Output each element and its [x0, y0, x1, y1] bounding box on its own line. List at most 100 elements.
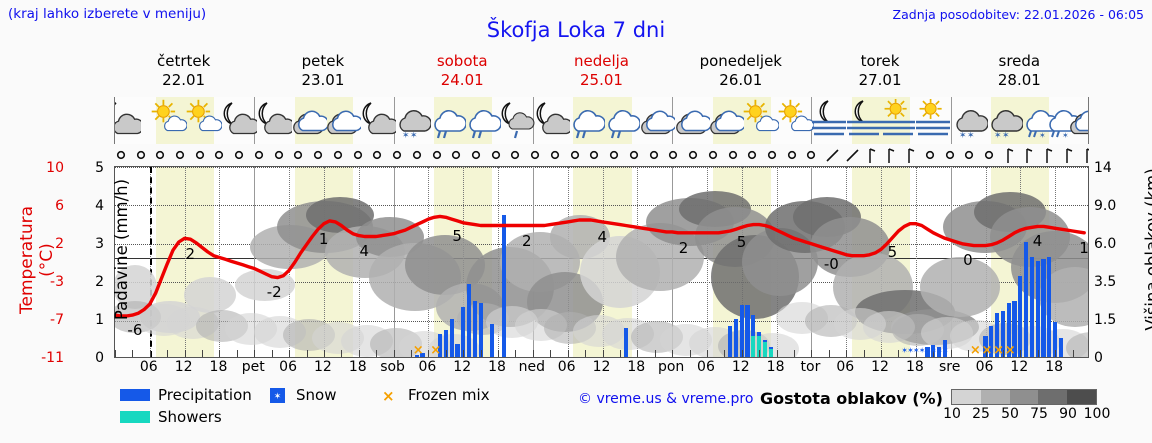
frozen-mix-marker-icon: × — [981, 343, 993, 358]
precipitation-bar — [1035, 261, 1040, 357]
wind-barb-icon — [688, 147, 698, 166]
weather-icon-strip: ✶✶✶✶✶✶✶✶✶✶✶ — [114, 97, 1089, 144]
time-tick-label: pet — [241, 359, 265, 375]
cloud-height-tick-label: 6.0 — [1094, 236, 1117, 252]
precipitation-bar — [449, 318, 454, 357]
chart-legend: Precipitation ✶ Snow × Frozen mix Showers — [120, 386, 570, 438]
time-tick-label: 12 — [174, 359, 193, 375]
wind-barb-icon — [155, 147, 165, 166]
weather-icon-sun-cloud — [182, 99, 223, 142]
precipitation-bar — [490, 324, 495, 357]
axis-tick — [950, 350, 952, 357]
temperature-tick-label: -7 — [50, 312, 64, 328]
time-tick-label: 18 — [209, 359, 228, 375]
day-date: 23.01 — [301, 71, 345, 89]
location-menu-hint[interactable]: (kraj lahko izberete v meniju) — [8, 6, 207, 22]
axis-tick — [567, 350, 569, 357]
axis-tick — [915, 350, 917, 357]
precipitation-bar — [461, 307, 466, 357]
weather-icon-cloudy — [287, 99, 329, 142]
precipitation-tick-label: 5 — [95, 160, 104, 176]
wind-barb-icon — [826, 147, 840, 166]
precipitation-bar — [1047, 257, 1052, 357]
wind-barb-icon — [313, 147, 323, 166]
weather-icon-sun-fog — [878, 97, 918, 142]
axis-tick — [550, 350, 552, 357]
day-header-petek: petek 23.01 — [253, 52, 392, 90]
svg-text:✶: ✶ — [959, 131, 967, 141]
wind-barb-icon — [1043, 147, 1053, 166]
time-tick-label: 06 — [975, 359, 994, 375]
axis-tick — [341, 350, 343, 357]
temperature-line — [115, 214, 1086, 318]
axis-tick — [167, 350, 169, 357]
precipitation-bar — [925, 347, 930, 357]
cloud-ramp-step — [980, 390, 1010, 404]
temperature-value-label: -2 — [266, 282, 282, 301]
cloud-ramp-step — [1009, 390, 1039, 404]
time-tick-label: 12 — [592, 359, 611, 375]
precipitation-bar — [1058, 337, 1064, 357]
wind-barb-icon — [234, 147, 244, 166]
time-tick-label: 18 — [627, 359, 646, 375]
cloud-ramp-step — [1067, 390, 1096, 404]
weather-icon-night-cloudy — [252, 99, 295, 142]
temperature-value-label: 4 — [359, 242, 370, 261]
weather-icon-cloud-snow: ✶✶✶ — [983, 99, 1024, 142]
wind-barb-icon — [728, 147, 738, 166]
copyright-label[interactable]: © vreme.us & vreme.pro — [578, 391, 754, 407]
showers-bar — [751, 335, 756, 357]
gridline-vertical — [219, 167, 221, 357]
temperature-value-label: 2 — [522, 231, 532, 250]
precipitation-bar — [728, 326, 733, 357]
svg-text:✶: ✶ — [967, 131, 975, 141]
temperature-value-label: 0 — [963, 250, 973, 269]
wind-barb-icon — [787, 147, 797, 166]
temperature-value-label: 1 — [1079, 238, 1089, 257]
axis-tick — [619, 350, 621, 357]
gridline-vertical — [985, 167, 987, 357]
precipitation-bar — [931, 345, 936, 357]
precipitation-bar — [455, 343, 460, 357]
day-name: sreda — [998, 52, 1041, 70]
axis-tick — [985, 350, 987, 357]
time-tick-label: 18 — [766, 359, 785, 375]
wind-symbol-row — [114, 144, 1089, 166]
wind-barb-icon — [846, 147, 860, 166]
day-header-četrtek: četrtek 22.01 — [114, 52, 253, 90]
axis-tick — [132, 350, 134, 357]
current-time-marker — [149, 167, 152, 357]
day-name: sobota — [436, 52, 488, 70]
wind-barb-icon — [451, 147, 461, 166]
wind-barb-icon — [964, 147, 974, 166]
time-tick-label: 06 — [139, 359, 158, 375]
wind-barb-icon — [333, 147, 343, 166]
gridline-horizontal — [115, 167, 1088, 168]
precipitation-axis-title: Padavine (mm/h) — [112, 178, 131, 321]
cloud-ramp-step — [952, 390, 981, 404]
time-tick-label: 18 — [488, 359, 506, 375]
precipitation-bar — [739, 305, 744, 357]
precipitation-bar — [983, 335, 988, 357]
weather-icon-night-cloudy — [115, 99, 144, 142]
legend-label: Snow — [296, 386, 337, 404]
precipitation-bar — [1029, 257, 1035, 357]
showers-bar — [762, 341, 768, 357]
temperature-value-label: 5 — [887, 243, 898, 262]
precipitation-tick-label: 4 — [95, 198, 104, 214]
wind-barb-icon — [254, 147, 264, 166]
time-tick-label: 12 — [453, 359, 472, 375]
day-header-torek: torek 27.01 — [810, 52, 949, 90]
temperature-value-label: -6 — [127, 321, 143, 340]
wind-barb-icon — [432, 147, 442, 166]
wind-barb-icon — [905, 147, 915, 166]
axis-tick — [532, 350, 534, 357]
axis-tick — [149, 350, 151, 357]
axis-tick — [828, 350, 830, 357]
frozen-mix-icon: × — [382, 387, 395, 405]
cloud-height-axis-title: Višina oblakov (km) — [1142, 168, 1152, 331]
wind-barb-icon — [471, 147, 481, 166]
svg-text:✶: ✶ — [274, 392, 282, 402]
precipitation-tick-label: 2 — [95, 274, 104, 290]
